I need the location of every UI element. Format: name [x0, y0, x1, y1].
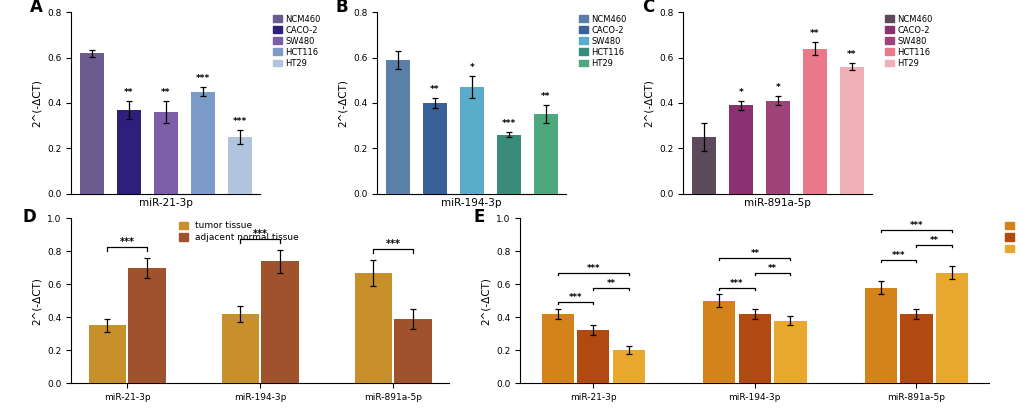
X-axis label: miR-891a-5p: miR-891a-5p [744, 198, 810, 208]
Text: *: * [738, 88, 743, 97]
Text: **: ** [161, 88, 170, 97]
Text: **: ** [124, 88, 133, 97]
Bar [261, 261, 299, 383]
Y-axis label: 2^(-ΔCT): 2^(-ΔCT) [480, 277, 490, 325]
Text: **: ** [846, 50, 855, 59]
Bar [738, 314, 770, 383]
Text: **: ** [928, 236, 937, 245]
Text: D: D [22, 208, 36, 227]
Text: ***: *** [891, 250, 905, 260]
Bar [839, 67, 863, 194]
Legend: NCM460, CACO-2, SW480, HCT116, HT29: NCM460, CACO-2, SW480, HCT116, HT29 [271, 13, 322, 70]
Text: ***: *** [909, 221, 922, 230]
Bar [612, 350, 644, 383]
Text: ***: *** [232, 117, 247, 126]
Bar [221, 314, 259, 383]
Bar [154, 112, 177, 194]
X-axis label: miR-21-3p: miR-21-3p [139, 198, 193, 208]
Text: A: A [30, 0, 43, 16]
Bar [79, 53, 104, 194]
Bar [394, 319, 431, 383]
Y-axis label: 2^(-ΔCT): 2^(-ΔCT) [32, 277, 42, 325]
Text: ***: *** [119, 237, 135, 247]
Y-axis label: 2^(-ΔCT): 2^(-ΔCT) [337, 79, 347, 127]
Bar [900, 314, 931, 383]
Text: C: C [641, 0, 653, 16]
Text: *: * [469, 63, 474, 72]
Text: **: ** [767, 264, 776, 273]
Y-axis label: 2^(-ΔCT): 2^(-ΔCT) [643, 79, 653, 127]
Bar [934, 273, 967, 383]
Legend: T1, T2, T3-4: T1, T2, T3-4 [1003, 220, 1019, 255]
Y-axis label: 2^(-ΔCT): 2^(-ΔCT) [32, 79, 42, 127]
Bar [191, 92, 214, 194]
Text: *: * [774, 83, 780, 92]
Text: **: ** [750, 249, 758, 258]
Bar [533, 114, 557, 194]
Text: E: E [473, 208, 484, 227]
Text: B: B [335, 0, 348, 16]
Text: ***: *** [586, 264, 599, 273]
Legend: tumor tissue, adjacent normal tissue: tumor tissue, adjacent normal tissue [177, 220, 301, 244]
Legend: NCM460, CACO-2, SW480, HCT116, HT29: NCM460, CACO-2, SW480, HCT116, HT29 [577, 13, 628, 70]
Bar [773, 321, 806, 383]
Bar [541, 314, 574, 383]
Text: ***: *** [385, 239, 400, 249]
Bar [702, 301, 735, 383]
Bar [496, 135, 520, 194]
Bar [729, 105, 752, 194]
Text: **: ** [606, 279, 614, 288]
Text: **: ** [809, 29, 818, 38]
Bar [765, 101, 789, 194]
Bar [385, 60, 410, 194]
Bar [128, 268, 165, 383]
Text: ***: *** [730, 279, 743, 288]
Bar [89, 325, 125, 383]
Legend: NCM460, CACO-2, SW480, HCT116, HT29: NCM460, CACO-2, SW480, HCT116, HT29 [882, 13, 933, 70]
Text: **: ** [540, 92, 549, 101]
X-axis label: miR-194-3p: miR-194-3p [441, 198, 501, 208]
Bar [227, 137, 252, 194]
Bar [577, 330, 608, 383]
Bar [691, 137, 715, 194]
Text: ***: *** [196, 74, 210, 83]
Text: **: ** [430, 85, 439, 94]
Text: ***: *** [501, 119, 516, 129]
Bar [423, 103, 446, 194]
Bar [802, 49, 825, 194]
Text: ***: *** [569, 293, 582, 302]
Bar [864, 288, 896, 383]
Text: ***: *** [253, 229, 267, 239]
Bar [460, 87, 483, 194]
Bar [117, 110, 141, 194]
Bar [355, 273, 391, 383]
